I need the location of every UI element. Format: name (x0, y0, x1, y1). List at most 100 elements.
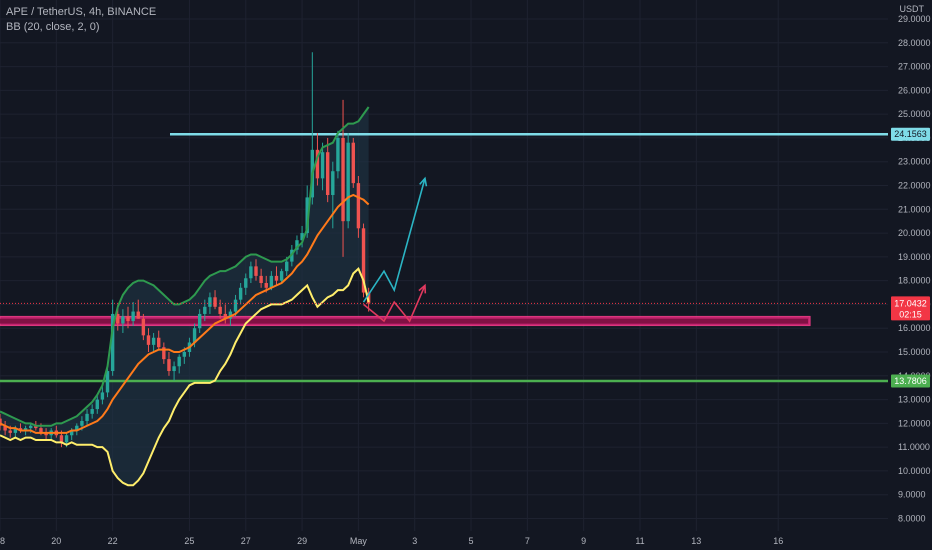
candle-body (320, 152, 325, 179)
price-tick-label: 16.0000 (898, 323, 931, 333)
candle (126, 306, 130, 329)
candle-body (315, 149, 320, 179)
price-tick-label: 20.0000 (898, 228, 931, 238)
candle-body (300, 233, 304, 241)
candle-body (279, 271, 284, 281)
candle-body (146, 335, 151, 345)
candle-body (131, 311, 135, 322)
candle-body (13, 428, 18, 433)
time-tick-label: 16 (773, 536, 783, 546)
candle-body (69, 430, 74, 436)
candle (162, 342, 166, 364)
candle-body (238, 287, 243, 300)
candle-body (249, 266, 253, 279)
candle-body (264, 283, 268, 288)
candle-body (0, 418, 2, 426)
candle (44, 428, 48, 441)
candle-body (213, 297, 217, 307)
candle (274, 266, 279, 286)
candle (238, 283, 243, 305)
candle (279, 268, 284, 284)
price-tick-label: 15.0000 (898, 347, 931, 357)
bullish-scenario-arrow-head (419, 176, 428, 187)
candle (90, 404, 94, 419)
time-axis-background[interactable] (0, 531, 888, 550)
candle (228, 309, 233, 326)
candle-body (351, 142, 355, 184)
candle-body (64, 435, 69, 443)
candle-body (29, 425, 33, 429)
candle (136, 299, 140, 319)
symbol-title[interactable]: APE / TetherUS, 4h, BINANCE (6, 6, 157, 18)
indicator-title[interactable]: BB (20, close, 2, 0) (6, 21, 100, 33)
candle (167, 352, 171, 376)
time-tick-label: 3 (412, 536, 417, 546)
candle (351, 137, 355, 188)
candle-body (182, 352, 187, 357)
candle (356, 175, 361, 238)
bearish-scenario-arrow[interactable] (363, 285, 426, 323)
support-price-tag (891, 374, 930, 388)
candle-body (233, 299, 238, 312)
candle-body (203, 306, 207, 314)
price-tick-label: 21.0000 (898, 204, 931, 214)
resistance-price-tag-text: 24.1563 (894, 129, 927, 139)
price-tick-label: 26.0000 (898, 85, 931, 95)
candle-body (172, 366, 176, 372)
time-tick-label: 27 (241, 536, 251, 546)
candle (320, 142, 325, 191)
candle (151, 332, 156, 352)
candle (110, 299, 115, 376)
candle-body (23, 428, 28, 431)
candle (157, 330, 161, 350)
candle-body (269, 275, 274, 288)
candle-body (285, 261, 289, 272)
price-tick-label: 18.0000 (898, 276, 931, 286)
scenario-arrows[interactable] (362, 176, 428, 323)
candle-body (177, 356, 181, 367)
candle-body (244, 278, 248, 288)
price-tick-label: 28.0000 (898, 38, 931, 48)
candle-body (85, 413, 89, 421)
price-axis-background[interactable] (888, 0, 932, 550)
candle-body (141, 318, 146, 336)
support-zone-inner (0, 318, 808, 324)
candle-body (105, 371, 110, 393)
candle-body (110, 313, 115, 372)
candle-body (346, 142, 350, 222)
candle-body (121, 316, 125, 324)
last-price-value: 17.0432 (894, 298, 927, 308)
candle (331, 161, 335, 229)
price-tick-label: 23.0000 (898, 157, 931, 167)
candle-body (341, 137, 345, 222)
bar-countdown: 02:15 (899, 309, 922, 319)
price-tick-label: 22.0000 (898, 181, 931, 191)
candle (259, 268, 263, 288)
candle-body (167, 359, 171, 372)
candle (141, 313, 146, 341)
candle-body (228, 311, 233, 319)
horizontal-levels[interactable] (0, 132, 888, 383)
candle-body (75, 425, 79, 431)
candle (177, 354, 181, 374)
resistance-price-tag (891, 127, 930, 141)
candle (146, 328, 151, 352)
time-tick-label: 29 (297, 536, 307, 546)
candle (346, 133, 350, 229)
time-axis[interactable]: 18 20 22 25 27 29 May 3 5 7 9 11 13 16 (0, 536, 783, 546)
candle (172, 361, 176, 381)
bearish-scenario-arrow-head (418, 283, 427, 294)
candle-body (44, 432, 48, 436)
candle-body (305, 197, 309, 234)
candle (3, 420, 7, 436)
candle-body (34, 425, 38, 429)
bullish-scenario-arrow[interactable] (362, 178, 426, 303)
candle-body (295, 240, 299, 250)
chart-legend: APE / TetherUS, 4h, BINANCE BB (20, clos… (6, 5, 156, 35)
candle-body (192, 328, 197, 343)
candle-body (39, 428, 43, 433)
price-tick-label: 19.0000 (898, 252, 931, 262)
